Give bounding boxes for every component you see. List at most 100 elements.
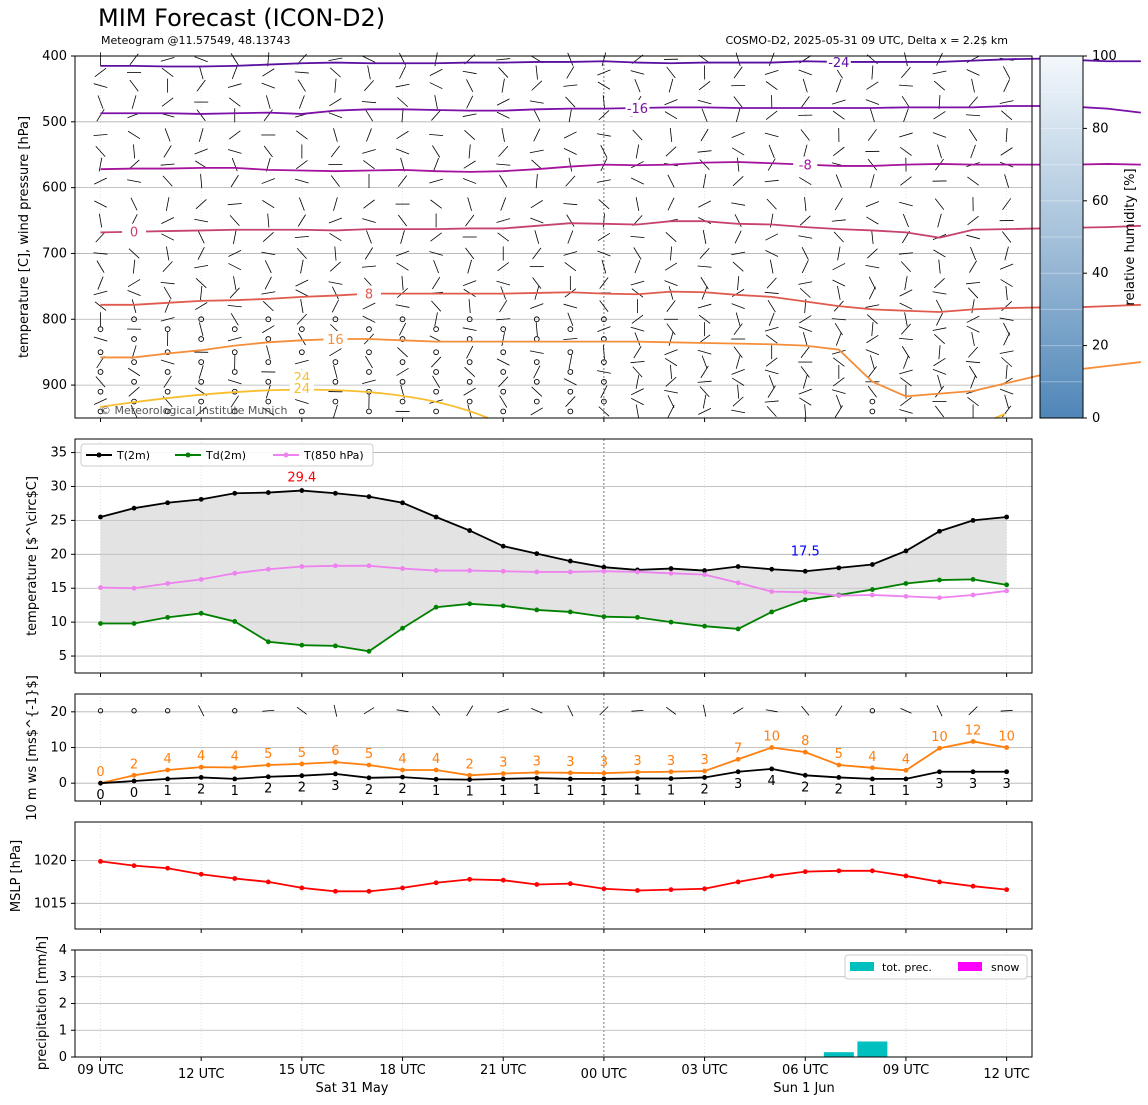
t850-point: [333, 563, 338, 569]
wind-barb: [666, 66, 676, 79]
td2m-point: [735, 626, 741, 632]
wind-barb: [430, 232, 442, 242]
wind-barb: [765, 250, 779, 257]
td2m-point: [601, 614, 607, 620]
wind-barb: [697, 349, 712, 355]
wind-barb: [363, 160, 375, 170]
wind-barb: [397, 347, 408, 358]
wind-speed-point: [970, 769, 976, 775]
isotherm-label: 16: [327, 333, 344, 348]
td2m-point: [500, 603, 506, 609]
wind-barb: [531, 159, 543, 170]
wind-speed-value-label: 2: [835, 782, 843, 797]
isotherm-line-m16: [100, 105, 1141, 115]
wind-barb: [735, 108, 741, 123]
wind-barb: [900, 377, 912, 387]
wind-barb: [733, 96, 743, 108]
wind-speed-value-label: 1: [600, 784, 608, 799]
wind-barb: [197, 230, 205, 244]
wind-barb: [329, 261, 341, 272]
mslp-point: [937, 879, 942, 885]
wind-barb: [160, 163, 175, 166]
isotherm-label: -24: [828, 56, 849, 71]
wind-barb: [467, 259, 472, 274]
wind-barb: [295, 178, 309, 184]
wind-barb: [697, 265, 712, 268]
wind-barb: [630, 70, 645, 75]
wind-barb: [266, 345, 271, 360]
wind-barb: [932, 369, 947, 375]
wind-barb: [870, 355, 875, 369]
wind-barb: [731, 377, 745, 386]
t2m-point: [500, 543, 506, 549]
wind-barb: [464, 130, 476, 140]
wind-barb: [733, 346, 743, 359]
wind-barb: [333, 365, 338, 379]
wind-barb: [262, 709, 275, 712]
wind-barb: [500, 197, 507, 211]
wind-barb: [1003, 332, 1011, 346]
gust-value-label: 5: [264, 747, 272, 762]
wind-barb-calm: [869, 398, 876, 405]
wind-barb-calm: [500, 369, 507, 375]
wind-barb: [831, 318, 846, 321]
isotherm-line-16: [100, 338, 1141, 398]
wind-speed-point: [500, 776, 506, 782]
wind-barb: [933, 80, 946, 91]
wind-barb: [932, 132, 947, 138]
wind-speed-value-label: 1: [533, 783, 541, 798]
wind-speed-value-label: 1: [466, 785, 474, 800]
wind-barb: [867, 385, 877, 398]
wind-barb: [900, 261, 912, 273]
gust-point: [869, 765, 875, 771]
wind-barb-calm: [466, 398, 473, 405]
wind-speed-point: [467, 777, 473, 782]
wind-barb: [195, 199, 207, 210]
wind-barb: [699, 247, 710, 259]
wind-barb: [532, 277, 542, 289]
wind-barb: [936, 312, 943, 326]
wind-barb-calm: [131, 316, 137, 323]
wind-barb: [429, 251, 443, 256]
mslp-point: [400, 885, 405, 891]
isotherm-label: -16: [627, 102, 648, 117]
wind-barb: [732, 707, 744, 715]
wind-barb: [967, 287, 979, 299]
wind-barb: [865, 201, 880, 208]
wind-barb: [767, 385, 776, 398]
wind-barb: [563, 303, 578, 309]
wind-speed-value-label: 0: [96, 788, 104, 803]
wind-barb: [799, 397, 812, 406]
model-subtitle: COSMO-D2, 2025-05-31 09 UTC, Delta x = 2…: [725, 34, 1008, 47]
wind-barb: [463, 387, 476, 396]
colorbar-tick-label: 20: [1092, 339, 1109, 354]
wind-barb: [330, 145, 340, 158]
wind-barb: [798, 281, 813, 285]
wind-barb: [1003, 322, 1011, 336]
y-tick-label: 4: [59, 943, 67, 958]
wind-barb: [802, 374, 808, 389]
wind-barb: [265, 384, 271, 399]
wind-barb: [865, 349, 880, 356]
wind-barb: [131, 299, 137, 313]
t850-point: [198, 577, 204, 582]
gust-point: [635, 769, 640, 775]
wind-barb: [195, 278, 207, 289]
wind-barb: [698, 407, 712, 415]
wind-barb: [599, 277, 609, 289]
wind-barb: [399, 322, 407, 336]
wind-barb: [835, 705, 843, 717]
wind-speed-value-label: 1: [902, 784, 910, 799]
gust-value-label: 3: [633, 754, 641, 769]
wind-barb: [194, 56, 208, 63]
wind-barb: [702, 230, 707, 244]
wind-barb: [868, 276, 876, 290]
wind-barb: [95, 145, 106, 157]
legend-t850: T(850 hPa): [303, 449, 364, 462]
t850-point: [601, 568, 607, 574]
wind-barb: [264, 276, 272, 290]
gust-point: [534, 770, 540, 775]
x-tick-label: 18 UTC: [379, 1063, 425, 1078]
td2m-point: [567, 609, 573, 615]
wind-speed-value-label: 1: [566, 784, 574, 799]
